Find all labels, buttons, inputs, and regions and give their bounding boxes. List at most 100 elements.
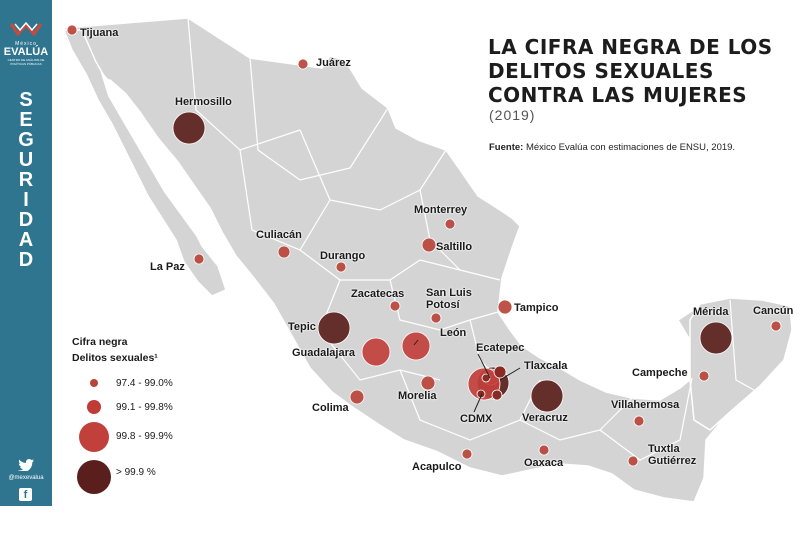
label-pointers <box>413 339 521 413</box>
city-label: Guadalajara <box>292 347 355 359</box>
legend-swatch <box>77 460 111 494</box>
legend-label: > 99.9 % <box>116 467 156 478</box>
city-label: Tlaxcala <box>524 360 568 372</box>
section-letter: I <box>23 189 29 211</box>
city-bubble[interactable] <box>172 111 206 145</box>
logo-small-text: México <box>15 41 37 47</box>
city-label: La Paz <box>150 261 185 273</box>
city-label: Campeche <box>632 367 688 379</box>
city-bubble[interactable] <box>297 58 309 70</box>
city-label: Zacatecas <box>351 288 405 300</box>
legend-swatch <box>87 400 101 414</box>
section-letter: D <box>18 249 34 271</box>
legend-label: 99.1 - 99.8% <box>116 402 173 413</box>
city-bubble[interactable] <box>770 320 782 332</box>
city-bubble[interactable] <box>401 331 431 361</box>
section-letter: E <box>19 109 33 131</box>
source-label: Fuente: <box>489 142 524 153</box>
twitter-icon[interactable] <box>18 459 34 471</box>
legend-swatch <box>90 379 98 387</box>
section-letter: D <box>18 209 34 231</box>
sidebar: México EVALÚA CENTRO DE ANÁLISIS DE POLÍ… <box>0 0 52 506</box>
legend-label: 97.4 - 99.0% <box>116 378 173 389</box>
city-label: Colima <box>312 402 349 414</box>
city-label: Villahermosa <box>611 399 680 411</box>
city-label: Mérida <box>693 306 729 318</box>
city-bubble[interactable] <box>277 245 291 259</box>
city-bubble[interactable] <box>317 311 351 345</box>
city-label: Culiacán <box>256 229 302 241</box>
city-bubble[interactable] <box>476 389 486 399</box>
city-label: Tepic <box>288 321 316 333</box>
city-label: Monterrey <box>414 204 468 216</box>
city-bubble[interactable] <box>349 389 365 405</box>
source-note: Fuente: México Evalúa con estimaciones d… <box>489 142 735 153</box>
source-text: México Evalúa con estimaciones de ENSU, … <box>525 142 736 153</box>
city-label: Oaxaca <box>524 457 564 469</box>
section-letter: G <box>18 129 34 151</box>
city-label: San Luis Potosí <box>426 287 472 311</box>
city-bubble[interactable] <box>497 299 513 315</box>
legend-swatches <box>77 379 111 494</box>
city-label: Veracruz <box>522 412 568 424</box>
city-bubble[interactable] <box>699 321 733 355</box>
legend-title-line: Cifra negra <box>72 336 128 348</box>
city-label: Tuxtla Gutiérrez <box>648 443 697 467</box>
city-label: CDMX <box>460 413 493 425</box>
label-pointer <box>499 367 521 381</box>
title-line: LA CIFRA NEGRA DE LOS <box>488 35 773 59</box>
city-bubble[interactable] <box>361 337 391 367</box>
section-letter: U <box>18 149 34 171</box>
label-pointer <box>477 353 491 379</box>
city-label: Morelia <box>398 390 437 402</box>
city-label: Cancún <box>753 305 794 317</box>
city-bubble[interactable] <box>461 448 473 460</box>
social-handle[interactable]: @mexevalua <box>8 475 44 481</box>
logo-mark-icon <box>9 21 43 37</box>
city-label: Ecatepec <box>476 342 525 354</box>
city-bubble[interactable] <box>633 415 645 427</box>
city-bubble[interactable] <box>698 370 710 382</box>
city-bubbles <box>66 24 782 467</box>
city-bubble[interactable] <box>193 253 205 265</box>
city-bubble[interactable] <box>389 300 401 312</box>
mexico-evalua-logo[interactable]: México EVALÚA CENTRO DE ANÁLISIS DE POLÍ… <box>0 21 52 66</box>
legend-swatch <box>79 422 109 452</box>
city-bubble[interactable] <box>491 389 503 401</box>
section-letter: S <box>19 89 33 111</box>
logo-sub-text: CENTRO DE ANÁLISIS DE POLÍTICAS PÚBLICAS <box>7 58 45 66</box>
city-label: Saltillo <box>436 241 473 253</box>
city-bubble[interactable] <box>444 218 456 230</box>
label-pointer <box>473 393 483 413</box>
city-bubble[interactable] <box>530 379 564 413</box>
legend-title-line: Delitos sexuales¹ <box>72 352 158 364</box>
city-label: Juárez <box>316 57 351 69</box>
city-bubble[interactable] <box>538 444 550 456</box>
city-bubble[interactable] <box>420 375 436 391</box>
city-label: Hermosillo <box>175 96 232 108</box>
map-year: (2019) <box>489 107 536 123</box>
section-letter: R <box>18 169 34 191</box>
city-bubble[interactable] <box>627 455 639 467</box>
label-pointer <box>413 339 419 346</box>
city-label: Durango <box>320 250 366 262</box>
legend-title: Cifra negra Delitos sexuales¹ <box>72 334 158 366</box>
mexico-map <box>63 17 793 503</box>
facebook-icon[interactable]: f <box>19 488 32 501</box>
city-bubble[interactable] <box>467 367 501 401</box>
title-line: DELITOS SEXUALES <box>488 59 714 83</box>
city-bubble[interactable] <box>430 312 442 324</box>
city-label: Tijuana <box>80 27 119 39</box>
city-bubble[interactable] <box>66 24 78 36</box>
legend-label: 99.8 - 99.9% <box>116 431 173 442</box>
city-bubble[interactable] <box>421 237 437 253</box>
city-bubble[interactable] <box>335 261 347 273</box>
map-title: LA CIFRA NEGRA DE LOS DELITOS SEXUALES C… <box>488 35 788 107</box>
section-title: S E G U R I D A D <box>6 90 46 270</box>
city-label: León <box>440 327 467 339</box>
city-label: Acapulco <box>412 461 462 473</box>
city-label: Tampico <box>514 302 559 314</box>
logo-main-text: EVALÚA <box>3 46 49 58</box>
section-letter: A <box>18 229 34 251</box>
city-bubble[interactable] <box>493 365 507 379</box>
